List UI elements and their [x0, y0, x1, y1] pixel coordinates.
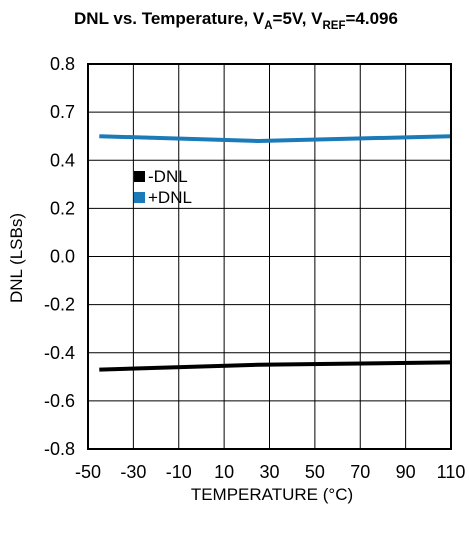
y-tick-labels: 0.8 0.7 0.4 0.2 0.0 -0.2 -0.4 -0.6 -0.8 — [44, 54, 75, 459]
series-line-minus-dnl — [99, 360, 452, 372]
chart-title: DNL vs. Temperature, VA=5V, VREF=4.096 — [74, 9, 398, 32]
x-tick-label: -10 — [166, 462, 192, 482]
legend-label: +DNL — [148, 188, 192, 207]
chart-series-group — [99, 134, 452, 372]
legend-label: -DNL — [148, 167, 188, 186]
x-tick-label: 90 — [396, 462, 416, 482]
legend-swatch — [134, 171, 145, 182]
y-tick-label: -0.2 — [44, 295, 75, 315]
chart-title-sub-ref: REF — [323, 20, 346, 32]
x-tick-label: -50 — [75, 462, 101, 482]
y-tick-label: 0.2 — [50, 198, 75, 218]
chart-title-prefix: DNL vs. Temperature, V — [74, 9, 265, 28]
y-tick-label: 0.4 — [50, 150, 75, 170]
legend-swatch — [134, 192, 145, 203]
y-tick-label: 0.8 — [50, 54, 75, 74]
x-tick-label: 10 — [214, 462, 234, 482]
chart-grid — [87, 63, 452, 450]
chart-legend: -DNL +DNL — [134, 167, 192, 207]
y-tick-label: 0.0 — [50, 247, 75, 267]
x-tick-label: 50 — [305, 462, 325, 482]
series-line-plus-dnl — [99, 134, 452, 143]
y-tick-label: -0.8 — [44, 439, 75, 459]
chart-title-sub-a: A — [264, 20, 272, 32]
chart-title-mid: =5V, V — [273, 9, 324, 28]
y-tick-label: 0.7 — [50, 102, 75, 122]
x-tick-labels: -50 -30 -10 10 30 50 70 90 110 — [75, 462, 465, 482]
plot-area-frame — [87, 63, 452, 450]
x-axis-label: TEMPERATURE (°C) — [191, 485, 353, 504]
chart-title-suffix: =4.096 — [346, 9, 398, 28]
x-tick-label: 30 — [259, 462, 279, 482]
y-axis-label: DNL (LSBs) — [7, 213, 26, 303]
x-tick-label: 70 — [350, 462, 370, 482]
x-tick-label: 110 — [437, 462, 466, 482]
y-tick-label: -0.6 — [44, 391, 75, 411]
x-tick-label: -30 — [120, 462, 146, 482]
y-tick-label: -0.4 — [44, 343, 75, 363]
